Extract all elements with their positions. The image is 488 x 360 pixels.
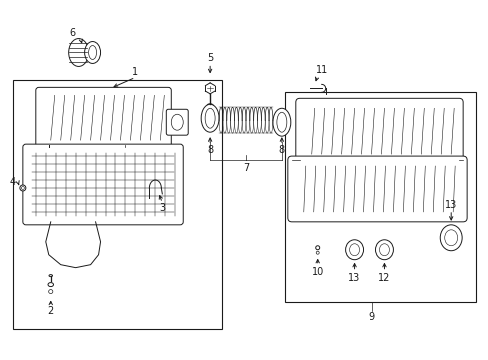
Text: 2: 2 [47,306,54,316]
Text: 11: 11 [315,66,327,76]
Ellipse shape [272,108,290,136]
Ellipse shape [349,244,359,256]
FancyBboxPatch shape [166,109,188,135]
Text: 6: 6 [69,28,76,37]
Ellipse shape [375,240,393,260]
Ellipse shape [379,244,388,256]
Ellipse shape [345,240,363,260]
Ellipse shape [315,246,319,250]
Text: 3: 3 [159,203,165,213]
Ellipse shape [444,230,457,246]
Ellipse shape [21,186,24,189]
Ellipse shape [207,107,212,110]
Ellipse shape [207,104,213,107]
Ellipse shape [49,275,52,276]
Ellipse shape [49,289,53,293]
Ellipse shape [201,104,219,132]
Ellipse shape [88,45,96,59]
Text: 4: 4 [10,177,16,187]
Text: 1: 1 [132,67,138,77]
Ellipse shape [20,185,26,191]
Text: 13: 13 [348,273,360,283]
Text: 8: 8 [206,145,213,155]
Text: 9: 9 [367,312,374,323]
Ellipse shape [276,112,286,132]
FancyBboxPatch shape [23,144,183,225]
Text: 10: 10 [311,267,323,276]
Ellipse shape [48,283,53,287]
Ellipse shape [171,114,183,130]
Text: 8: 8 [278,145,285,155]
Ellipse shape [205,108,215,128]
Text: 13: 13 [444,200,456,210]
Text: 7: 7 [243,163,248,173]
Ellipse shape [439,225,461,251]
Ellipse shape [84,41,101,63]
Ellipse shape [316,251,319,254]
Bar [285,92,475,302]
Text: 5: 5 [206,54,213,63]
FancyBboxPatch shape [295,98,462,164]
FancyBboxPatch shape [36,87,171,148]
Bar [13,80,222,329]
Ellipse shape [68,39,88,67]
Text: 12: 12 [378,273,390,283]
FancyBboxPatch shape [287,156,466,222]
